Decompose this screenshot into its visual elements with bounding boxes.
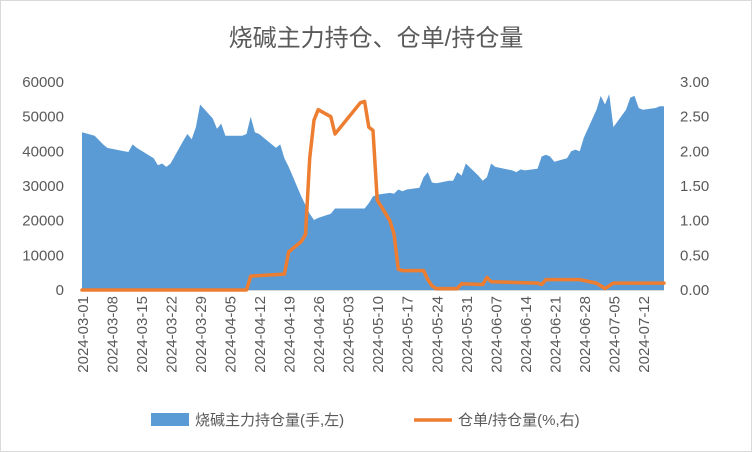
- left-tick-label: 30000: [22, 178, 64, 195]
- x-tick-label: 2024-03-01: [75, 296, 92, 373]
- x-tick-label: 2024-03-15: [134, 296, 151, 373]
- x-tick-label: 2024-07-12: [636, 296, 653, 373]
- left-tick-label: 10000: [22, 247, 64, 264]
- left-tick-label: 0: [56, 282, 64, 299]
- x-tick-label: 2024-04-26: [311, 296, 328, 373]
- legend-label-holding: 烧碱主力持仓量(手,左): [195, 412, 344, 429]
- right-tick-label: 0.00: [680, 282, 709, 299]
- x-tick-label: 2024-05-31: [459, 296, 476, 373]
- x-tick-label: 2024-03-22: [164, 296, 181, 373]
- right-tick-label: 2.00: [680, 143, 709, 160]
- x-tick-label: 2024-04-12: [252, 296, 269, 373]
- legend-label-ratio: 仓单/持仓量(%,右): [458, 412, 580, 429]
- chart-title: 烧碱主力持仓、仓单/持仓量: [229, 25, 524, 52]
- right-tick-label: 1.50: [680, 178, 709, 195]
- x-tick-label: 2024-06-07: [488, 296, 505, 373]
- x-tick-label: 2024-05-03: [341, 296, 358, 373]
- area-series: [82, 94, 664, 290]
- left-tick-label: 20000: [22, 213, 64, 230]
- right-tick-label: 2.50: [680, 109, 709, 126]
- x-tick-label: 2024-04-05: [223, 296, 240, 373]
- x-tick-label: 2024-05-17: [400, 296, 417, 373]
- x-tick-label: 2024-06-28: [577, 296, 594, 373]
- x-tick-label: 2024-04-19: [282, 296, 299, 373]
- line-series-ratio: [80, 99, 666, 292]
- legend-swatch-holding: [151, 413, 189, 426]
- left-tick-label: 50000: [22, 109, 64, 126]
- right-tick-label: 3.00: [680, 74, 709, 91]
- left-y-axis: 0 10000 20000 30000 40000 50000 60000: [22, 74, 64, 299]
- right-tick-label: 0.50: [680, 247, 709, 264]
- x-tick-label: 2024-03-08: [105, 296, 122, 373]
- right-tick-label: 1.00: [680, 213, 709, 230]
- right-y-axis: 0.00 0.50 1.00 1.50 2.00 2.50 3.00: [680, 74, 709, 299]
- x-tick-label: 2024-06-21: [547, 296, 564, 373]
- left-tick-label: 60000: [22, 74, 64, 91]
- x-tick-label: 2024-05-10: [370, 296, 387, 373]
- x-tick-label: 2024-03-29: [193, 296, 210, 373]
- x-tick-label: 2024-07-05: [606, 296, 623, 373]
- x-axis: 2024-03-01 2024-03-08 2024-03-15 2024-03-22…: [75, 296, 653, 373]
- line-series: [80, 99, 666, 292]
- left-tick-label: 40000: [22, 143, 64, 160]
- legend: 烧碱主力持仓量(手,左) 仓单/持仓量(%,右): [151, 412, 580, 429]
- x-tick-label: 2024-06-14: [518, 296, 535, 373]
- x-tick-label: 2024-05-24: [429, 296, 446, 373]
- area-series-holding: [82, 94, 664, 290]
